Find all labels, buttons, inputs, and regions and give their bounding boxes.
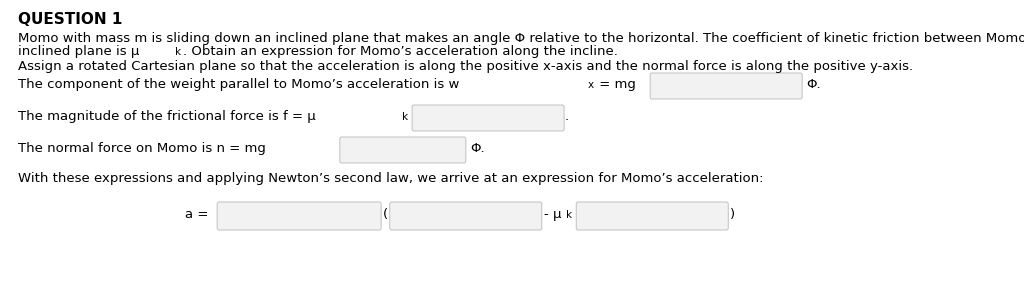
FancyBboxPatch shape [217, 202, 381, 230]
Text: .: . [565, 110, 569, 123]
Text: x: x [588, 80, 594, 90]
Text: a =: a = [185, 208, 208, 221]
Text: inclined plane is μ: inclined plane is μ [18, 45, 139, 58]
Text: Momo with mass m is sliding down an inclined plane that makes an angle Φ relativ: Momo with mass m is sliding down an incl… [18, 32, 1024, 45]
Text: k: k [175, 47, 181, 57]
FancyBboxPatch shape [412, 105, 564, 131]
Text: (: ( [383, 208, 388, 221]
FancyBboxPatch shape [340, 137, 466, 163]
FancyBboxPatch shape [650, 73, 802, 99]
Text: k: k [566, 210, 572, 220]
Text: The magnitude of the frictional force is f = μ: The magnitude of the frictional force is… [18, 110, 315, 123]
Text: - μ: - μ [544, 208, 561, 221]
Text: k: k [402, 112, 409, 122]
FancyBboxPatch shape [390, 202, 542, 230]
Text: The normal force on Momo is n = mg: The normal force on Momo is n = mg [18, 142, 266, 155]
Text: ): ) [730, 208, 735, 221]
Text: Φ.: Φ. [806, 78, 821, 91]
Text: . Obtain an expression for Momo’s acceleration along the incline.: . Obtain an expression for Momo’s accele… [182, 45, 617, 58]
Text: The component of the weight parallel to Momo’s acceleration is w: The component of the weight parallel to … [18, 78, 460, 91]
FancyBboxPatch shape [577, 202, 728, 230]
Text: Assign a rotated Cartesian plane so that the acceleration is along the positive : Assign a rotated Cartesian plane so that… [18, 60, 913, 73]
Text: = mg: = mg [595, 78, 636, 91]
Text: QUESTION 1: QUESTION 1 [18, 12, 123, 27]
Text: Φ.: Φ. [470, 142, 484, 155]
Text: With these expressions and applying Newton’s second law, we arrive at an express: With these expressions and applying Newt… [18, 172, 764, 185]
